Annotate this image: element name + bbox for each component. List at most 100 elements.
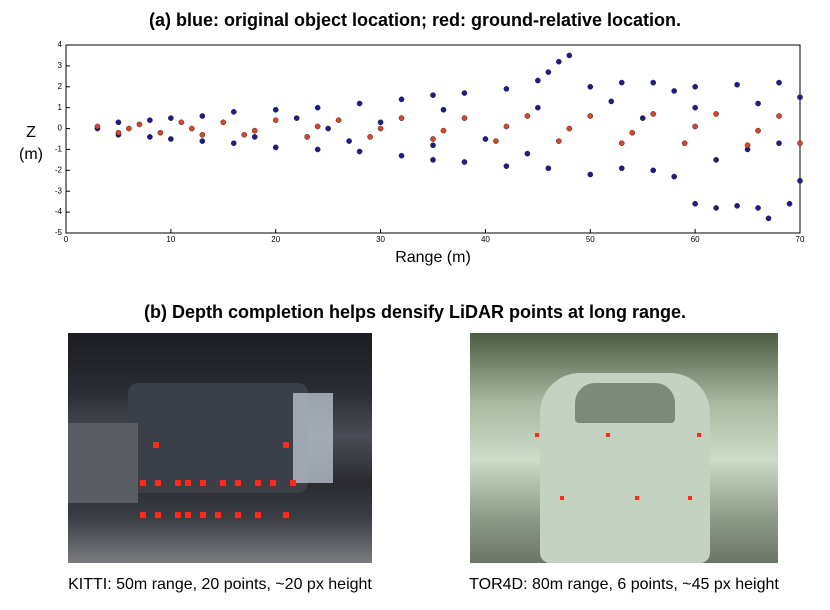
point xyxy=(556,138,562,144)
point xyxy=(377,119,384,126)
point xyxy=(776,79,782,86)
lidar-point xyxy=(185,512,191,518)
image-caption: KITTI: 50m range, 20 points, ~20 px heig… xyxy=(68,576,372,593)
point xyxy=(545,69,552,75)
y-tick-label: -4 xyxy=(55,207,63,216)
chart-title: (a) blue: original object location; red:… xyxy=(148,10,682,30)
point xyxy=(797,177,803,184)
lidar-point xyxy=(155,512,161,518)
lidar-point xyxy=(215,512,221,518)
point xyxy=(168,136,174,142)
point xyxy=(168,115,174,121)
point xyxy=(503,123,510,130)
x-tick-label: 30 xyxy=(376,235,385,244)
lidar-point xyxy=(185,480,191,486)
lidar-point xyxy=(235,512,241,518)
point xyxy=(356,100,363,107)
lidar-point xyxy=(153,442,159,448)
point xyxy=(713,205,719,211)
point xyxy=(587,113,594,119)
lidar-point xyxy=(235,480,241,486)
point xyxy=(713,111,719,117)
lidar-point xyxy=(255,480,261,486)
point xyxy=(115,129,122,136)
point xyxy=(566,52,573,59)
point xyxy=(776,140,782,146)
lidar-point xyxy=(635,496,639,500)
point xyxy=(461,159,468,165)
point xyxy=(199,113,206,119)
lidar-point xyxy=(140,512,146,518)
y-tick-label: -2 xyxy=(55,165,63,174)
highlight xyxy=(293,393,333,483)
lidar-point xyxy=(255,512,261,518)
point xyxy=(618,165,625,172)
point xyxy=(755,127,761,134)
point xyxy=(430,157,436,163)
point xyxy=(398,152,405,159)
point xyxy=(126,125,132,132)
y-tick-label: -3 xyxy=(55,186,63,195)
point xyxy=(461,115,468,121)
point xyxy=(797,140,803,146)
kitti-image xyxy=(68,333,372,563)
point xyxy=(220,119,227,126)
point xyxy=(744,142,751,149)
point xyxy=(157,129,164,136)
point xyxy=(199,132,206,138)
lidar-point xyxy=(220,480,226,486)
point xyxy=(189,125,195,132)
point xyxy=(524,113,531,119)
point xyxy=(199,138,206,144)
y-tick-label: 4 xyxy=(58,40,63,49)
point xyxy=(734,203,740,209)
car-shape xyxy=(128,383,308,493)
point xyxy=(671,88,677,94)
y-tick-label: 0 xyxy=(58,124,63,133)
car-shape xyxy=(68,423,138,503)
point xyxy=(629,129,636,136)
point xyxy=(587,83,594,90)
y-tick-label: 3 xyxy=(58,61,63,70)
point xyxy=(639,115,646,121)
point xyxy=(692,200,698,207)
point xyxy=(681,140,688,146)
point xyxy=(325,125,331,132)
lidar-point xyxy=(697,433,701,437)
lidar-point xyxy=(535,433,539,437)
point xyxy=(566,125,573,132)
x-tick-label: 10 xyxy=(166,235,175,244)
lidar-point xyxy=(606,433,610,437)
point xyxy=(503,163,510,169)
image-caption: TOR4D: 80m range, 6 points, ~45 px heigh… xyxy=(469,576,779,593)
point xyxy=(367,134,373,140)
x-tick-label: 60 xyxy=(691,235,700,244)
point xyxy=(430,142,436,149)
plot-frame xyxy=(65,44,801,234)
point xyxy=(461,90,468,96)
point xyxy=(335,117,342,123)
x-tick-label: 50 xyxy=(586,235,595,244)
point xyxy=(147,117,153,123)
point xyxy=(314,123,321,130)
point xyxy=(398,115,405,121)
x-tick-label: 70 xyxy=(796,235,805,244)
lidar-point xyxy=(283,512,289,518)
point xyxy=(230,140,237,146)
lidar-point xyxy=(175,512,181,518)
point xyxy=(493,138,499,144)
lidar-point xyxy=(560,496,564,500)
point xyxy=(786,200,793,207)
point xyxy=(482,136,489,142)
point xyxy=(650,79,657,86)
point xyxy=(618,79,625,86)
x-tick-label: 40 xyxy=(481,235,490,244)
lidar-point xyxy=(140,480,146,486)
y-tick-label: 2 xyxy=(58,82,63,91)
y-tick-label: -1 xyxy=(55,145,63,154)
point xyxy=(398,96,405,103)
x-tick-label: 20 xyxy=(271,235,280,244)
point xyxy=(755,205,761,211)
y-tick-label: 1 xyxy=(58,103,63,112)
